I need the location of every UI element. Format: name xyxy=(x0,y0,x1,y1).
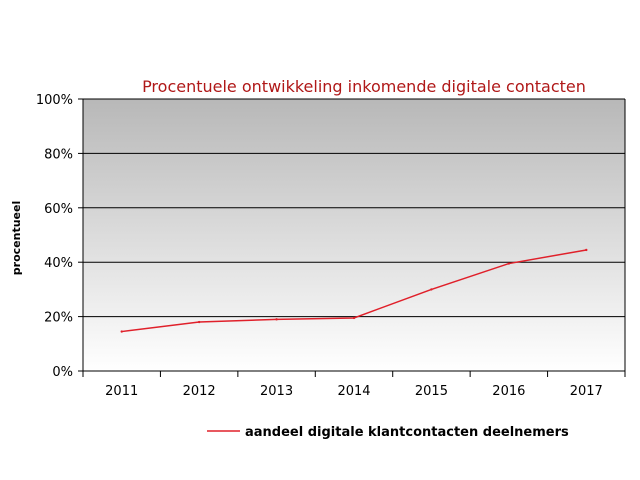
x-tick-label: 2013 xyxy=(260,384,293,399)
x-tick-label: 2012 xyxy=(183,384,216,399)
y-axis-label: procentueel xyxy=(10,201,23,275)
legend-label: aandeel digitale klantcontacten deelneme… xyxy=(245,425,569,440)
y-tick-label: 0% xyxy=(52,365,73,380)
data-point xyxy=(352,316,356,320)
y-tick-label: 80% xyxy=(44,147,73,162)
x-tick-label: 2014 xyxy=(337,384,370,399)
plot-area xyxy=(83,99,625,371)
data-point xyxy=(507,262,511,265)
legend: aandeel digitale klantcontacten deelneme… xyxy=(207,425,569,440)
data-point xyxy=(120,330,123,333)
data-point xyxy=(197,320,201,324)
data-point xyxy=(585,248,588,252)
x-tick-label: 2016 xyxy=(492,384,525,399)
data-point xyxy=(275,318,278,321)
y-tick-label: 100% xyxy=(36,93,73,108)
y-tick-label: 60% xyxy=(44,202,73,217)
y-tick-label: 40% xyxy=(44,256,73,271)
data-point xyxy=(430,288,433,291)
x-tick-label: 2011 xyxy=(105,384,138,399)
x-tick-label: 2015 xyxy=(415,384,448,399)
x-tick-label: 2017 xyxy=(570,384,603,399)
y-tick-label: 20% xyxy=(44,311,73,326)
chart-title: Procentuele ontwikkeling inkomende digit… xyxy=(142,77,586,96)
